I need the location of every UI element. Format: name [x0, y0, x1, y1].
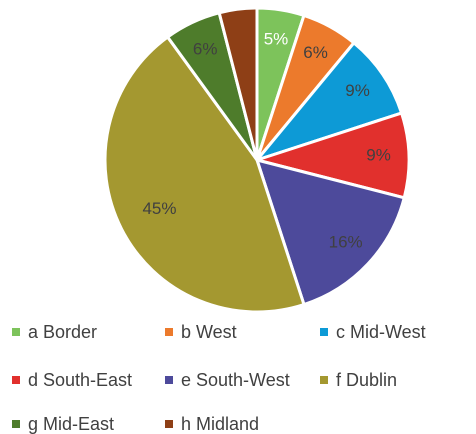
- slice-label: 45%: [142, 199, 176, 218]
- legend-label: h Midland: [181, 414, 259, 434]
- pie-slice: [251, 111, 411, 200]
- legend-swatch: [12, 376, 20, 384]
- legend-label: g Mid-East: [28, 414, 114, 434]
- pie-slice: [252, 40, 404, 164]
- legend-label: d South-East: [28, 370, 132, 390]
- slice-label: 16%: [329, 233, 363, 252]
- legend-swatch: [320, 328, 328, 336]
- slice-label: 6%: [193, 39, 218, 58]
- pie-slice: [217, 6, 259, 161]
- legend-label: b West: [181, 322, 237, 342]
- legend-swatch: [12, 328, 20, 336]
- legend-swatch: [165, 328, 173, 336]
- slice-label: 9%: [345, 81, 370, 100]
- legend-swatch: [165, 420, 173, 428]
- pie-slice: [103, 34, 306, 314]
- legend-swatch: [320, 376, 328, 384]
- slice-label: 6%: [303, 43, 328, 62]
- legend-label: c Mid-West: [336, 322, 426, 342]
- legend-label: a Border: [28, 322, 97, 342]
- legend-label: e South-West: [181, 370, 290, 390]
- legend-label: f Dublin: [336, 370, 397, 390]
- slice-label: 9%: [366, 146, 391, 165]
- slice-label: 5%: [264, 29, 289, 48]
- legend-swatch: [165, 376, 173, 384]
- pie-slice: [254, 157, 407, 307]
- legend-swatch: [12, 420, 20, 428]
